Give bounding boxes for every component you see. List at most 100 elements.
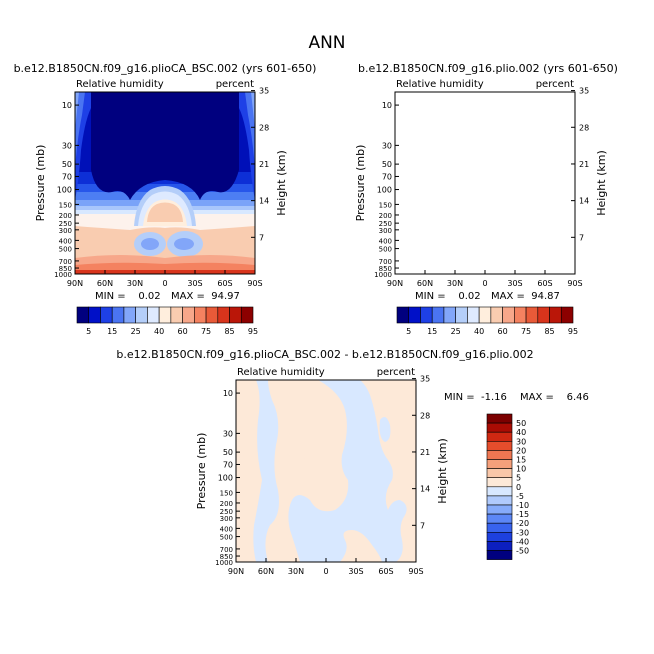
colorbar-label: 15 [427, 327, 437, 336]
colorbar-swatch [486, 495, 513, 506]
y2-tick-label: 14 [579, 197, 589, 206]
y2-tick-label: 14 [420, 485, 430, 494]
colorbar-swatch [111, 306, 125, 324]
colorbar-swatch [486, 459, 513, 469]
y-tick-label: 400 [220, 525, 233, 533]
colorbar-swatch [170, 306, 183, 324]
colorbar-swatch [455, 306, 468, 324]
colorbar-swatch [88, 306, 101, 324]
colorbar-swatch [490, 306, 503, 324]
colorbar-label: 15 [107, 327, 117, 336]
y-tick-label: 850 [220, 553, 233, 561]
panel-2-ylabel-right: Height (km) [595, 150, 608, 216]
colorbar-label: 60 [498, 327, 508, 336]
panel-2-contour-field [395, 92, 575, 274]
colorbar-label: 20 [516, 446, 526, 455]
x-tick-label: 30S [348, 567, 363, 576]
y-tick-label: 400 [59, 237, 72, 245]
colorbar-abs-1: 5 15 25 40 60 75 85 95 [76, 306, 258, 336]
colorbar-swatch [486, 431, 513, 442]
colorbar-label: 40 [154, 327, 164, 336]
y-tick-label: 1000 [54, 271, 72, 279]
colorbar-swatch [182, 306, 195, 324]
y-tick-label: 10 [62, 101, 72, 110]
panel-2: b.e12.B1850CN.f09_g16.plio.002 (yrs 601-… [354, 62, 618, 302]
panel-2-y2-ticks: 35 28 21 14 7 [571, 87, 589, 242]
colorbar-swatch [486, 422, 513, 433]
panel-2-max: MAX = 94.87 [491, 291, 560, 302]
colorbar-swatch [420, 306, 433, 324]
panel-1: b.e12.B1850CN.f09_g16.plioCA_BSC.002 (yr… [14, 62, 317, 302]
y-tick-label: 10 [223, 389, 233, 398]
y2-tick-label: 28 [579, 123, 589, 132]
panel-2-variable-label: Relative humidity [396, 79, 484, 90]
y-tick-label: 400 [379, 237, 392, 245]
y-tick-label: 700 [379, 258, 392, 266]
y-tick-label: 30 [382, 141, 392, 150]
colorbar-swatch [486, 550, 513, 560]
colorbar-label: 75 [521, 327, 531, 336]
colorbar-swatch [100, 306, 113, 324]
y-tick-label: 150 [379, 201, 392, 209]
y-tick-label: 70 [62, 172, 72, 181]
colorbar-swatch [486, 477, 513, 488]
y-tick-label: 250 [379, 220, 392, 228]
colorbar-abs-2: 5 15 25 40 60 75 85 95 [396, 306, 578, 336]
panel-2-frame [394, 91, 576, 275]
panel-1-ylabel: Pressure (mb) [34, 145, 47, 222]
colorbar-swatch [525, 306, 539, 324]
y-tick-label: 500 [59, 246, 72, 254]
colorbar-label: 5 [406, 327, 411, 336]
colorbar-swatch [135, 306, 148, 324]
colorbar-swatch [486, 413, 513, 424]
colorbar-swatch [486, 504, 513, 515]
x-tick-label: 90N [228, 567, 244, 576]
panel-1-x-ticks: 90N 60N 30N 0 30S 60S 90S [67, 270, 263, 288]
y-tick-label: 50 [62, 160, 72, 169]
panel-3-ylabel-right: Height (km) [436, 438, 449, 504]
y-tick-label: 300 [59, 227, 72, 235]
panel-2-ylabel: Pressure (mb) [354, 145, 367, 222]
panel-1-variable-label: Relative humidity [76, 79, 164, 90]
x-tick-label: 30N [288, 567, 304, 576]
colorbar-label: 40 [516, 428, 526, 437]
colorbar-swatch [467, 306, 480, 324]
colorbar-swatch [502, 306, 515, 324]
colorbar-swatch [396, 306, 410, 324]
colorbar-label: 85 [544, 327, 554, 336]
y-tick-label: 10 [382, 101, 392, 110]
colorbar-swatch [408, 306, 421, 324]
y-tick-label: 300 [379, 227, 392, 235]
colorbar-swatch [549, 306, 562, 324]
colorbar-swatch [123, 306, 136, 324]
y-tick-label: 30 [62, 141, 72, 150]
panel-3-units-label: percent [377, 367, 415, 378]
y-tick-label: 200 [220, 500, 233, 508]
colorbar-label: 40 [474, 327, 484, 336]
panel-2-min: MIN = 0.02 [415, 291, 481, 302]
y-tick-label: 150 [59, 201, 72, 209]
colorbar-label: 95 [248, 327, 258, 336]
y2-tick-label: 21 [420, 448, 430, 457]
panel-1-subtitle: b.e12.B1850CN.f09_g16.plioCA_BSC.002 (yr… [14, 62, 317, 75]
y2-tick-label: 7 [579, 233, 584, 242]
x-tick-label: 30S [187, 279, 202, 288]
y-tick-label: 850 [379, 265, 392, 273]
panel-3-y2-ticks: 35 28 21 14 7 [412, 375, 430, 530]
colorbar-label: 75 [201, 327, 211, 336]
y2-tick-label: 21 [259, 160, 269, 169]
colorbar-label: -50 [516, 547, 529, 556]
x-tick-label: 90N [387, 279, 403, 288]
colorbar-swatch [560, 306, 574, 324]
y-tick-label: 30 [223, 429, 233, 438]
x-tick-label: 0 [323, 567, 328, 576]
y-tick-label: 500 [220, 534, 233, 542]
colorbar-label: -5 [516, 492, 524, 501]
y-tick-label: 100 [377, 186, 392, 195]
x-tick-label: 60N [97, 279, 113, 288]
x-tick-label: 60N [417, 279, 433, 288]
page-title: ANN [308, 33, 346, 53]
colorbar-swatch [486, 541, 513, 551]
